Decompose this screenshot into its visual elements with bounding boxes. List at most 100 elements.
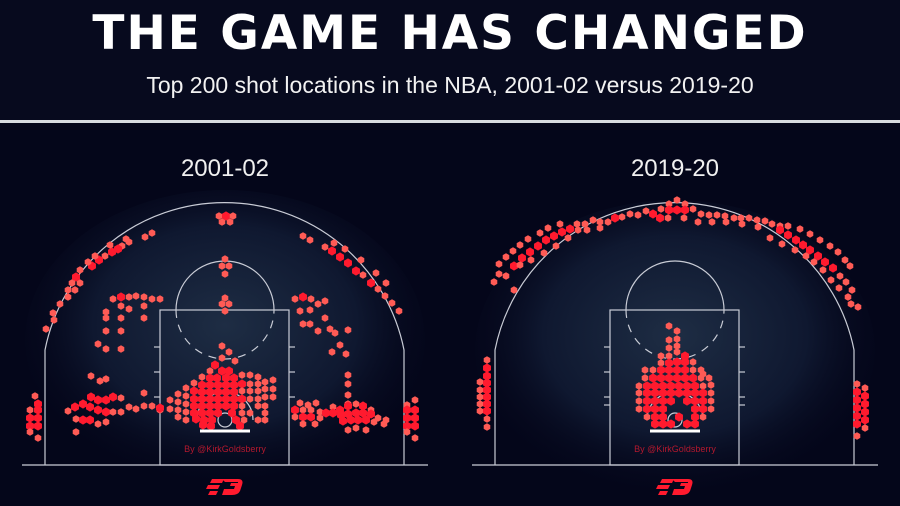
hexbin [566,224,574,234]
hexbin [675,388,683,398]
hexbin [299,420,307,428]
hexbin [403,413,411,423]
hexbin [215,212,223,220]
hexbin [673,196,681,204]
hexbin [359,401,367,411]
hexbin [339,416,347,426]
hexbin [722,218,730,226]
hexbin [841,256,849,264]
hexbin [174,390,182,398]
hexbin [321,314,329,322]
hexbin [269,393,277,401]
hexbin [705,211,713,219]
hexbin [680,214,688,222]
hexbin [649,366,657,374]
hexbin [854,303,862,311]
hexbin [683,396,691,406]
hexbin [71,402,79,412]
hexbin [861,407,869,417]
hexbin [611,213,619,223]
hexbin [665,200,673,208]
hexbin [306,236,314,244]
hexbin [218,342,226,350]
hexbin [796,225,804,233]
hexbin [510,286,518,294]
hexbin [618,213,626,221]
hexbin [206,401,214,411]
hexbin [222,401,230,411]
hexbin [844,293,852,301]
hexbin [861,424,869,432]
hexbin [806,245,814,255]
hexbin [174,413,182,421]
hexbin [218,366,226,376]
hexbin [784,222,792,230]
hexbin [261,402,269,410]
hexbin [230,387,238,397]
hexbin [673,373,681,383]
hexbin [344,380,352,388]
hexbin [199,420,207,430]
hexbin [261,385,269,393]
hexbin [483,356,491,364]
hexbin [228,408,236,418]
hexbin [675,412,683,422]
hexbin [68,279,76,287]
hexbin [140,389,148,397]
hexbin [847,300,855,308]
hexbin [403,405,411,415]
hexbin [231,357,239,365]
hexbin [667,388,675,398]
hexbin [109,408,117,416]
hexbin [148,229,156,237]
hexbin [211,360,219,370]
hexbin [225,262,233,270]
hexbin [705,374,713,382]
hexbin [810,258,818,266]
hexbin [483,385,491,395]
hexbin [296,399,304,407]
hexbin [643,396,651,406]
hexbin [326,325,334,333]
hexbin [659,388,667,398]
hexbin [102,418,110,426]
hexbin [766,234,774,242]
hexbin [226,218,234,226]
hexbin [502,272,510,280]
hexbin [589,216,597,224]
hexbin [842,278,850,286]
hexbin [835,284,843,292]
hexbin [518,253,526,263]
hexbin [306,320,314,328]
hexbin [643,413,651,421]
hexbin [689,205,697,213]
hexbin [641,366,649,374]
hexbin [148,295,156,303]
hexbin [651,412,659,422]
hexbin [307,406,315,414]
hexbin [230,401,238,411]
hexbin [34,399,42,409]
hexbin [229,212,237,220]
hexbin [540,249,548,257]
header-divider [0,120,900,123]
hexbin [218,354,226,362]
hexbin [846,262,854,270]
hexbin [689,373,697,383]
page-title: THE GAME HAS CHANGED [92,6,808,61]
hexbin [331,329,339,337]
hexbin [106,241,114,249]
hexbin [784,230,792,240]
hexbin [140,302,148,310]
hexbin [166,396,174,404]
hexbin [697,210,705,218]
hexbin [806,230,814,238]
hexbin [814,251,822,261]
hexbin [635,389,643,397]
hexbin [558,227,566,237]
hexbin [341,245,349,253]
hexbin [238,402,246,410]
hexbin [861,391,869,401]
hexbin [182,384,190,392]
hexbin [665,322,673,330]
